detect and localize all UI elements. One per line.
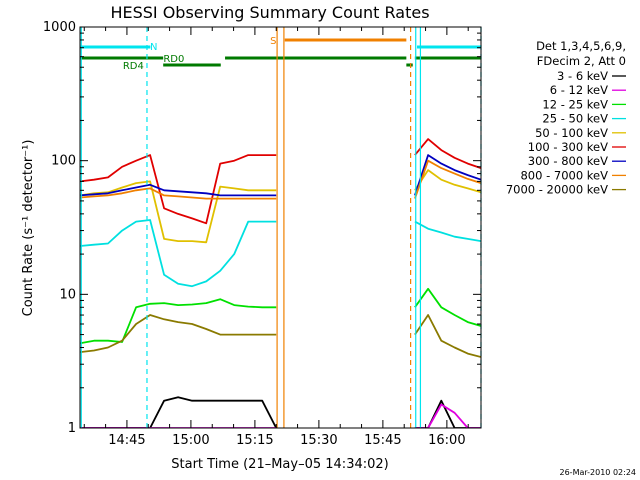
series-line-0-seg-0 [80, 396, 278, 428]
x-tick-label: 16:00 [428, 433, 465, 448]
annotation-layer: N S RD0 RD4 [80, 27, 482, 428]
x-tick-label: 15:00 [172, 433, 209, 448]
legend-label-6: 300 - 800 keV [528, 154, 608, 168]
rd0-label: RD0 [163, 54, 184, 65]
legend: Det 1,3,4,5,6,9, FDecim 2, Att 0 3 - 6 k… [506, 39, 626, 197]
x-axis-title: Start Time (21–May–05 14:34:02) [171, 457, 388, 472]
legend-label-5: 100 - 300 keV [528, 140, 608, 154]
legend-label-1: 6 - 12 keV [550, 83, 608, 97]
series-line-3-seg-1 [414, 220, 481, 242]
x-tick-label: 15:30 [300, 433, 337, 448]
legend-label-8: 7000 - 20000 keV [506, 183, 608, 197]
plot-frame [79, 26, 482, 429]
y-tick-label: 1 [68, 421, 76, 436]
series-line-7-seg-1 [414, 159, 481, 199]
legend-label-2: 12 - 25 keV [542, 97, 608, 111]
series-line-2-seg-0 [80, 298, 277, 345]
legend-header-line-2: FDecim 2, Att 0 [537, 54, 626, 68]
chart-title: HESSI Observing Summary Count Rates [110, 3, 429, 22]
series-line-7-seg-0 [80, 187, 277, 200]
s-label: S [270, 36, 276, 47]
x-tick-label: 14:45 [108, 433, 145, 448]
n-label: N [150, 42, 157, 53]
series-line-4-seg-1 [414, 169, 481, 194]
y-axis-title: Count Rate (s⁻¹ detector⁻¹) [21, 140, 36, 317]
series-line-3-seg-0 [80, 219, 277, 288]
legend-label-3: 25 - 50 keV [542, 112, 608, 126]
x-tick-label: 15:15 [236, 433, 273, 448]
series-line-5-seg-0 [80, 154, 277, 225]
x-tick-label: 15:45 [364, 433, 401, 448]
series-line-8-seg-0 [80, 314, 277, 353]
series-line-6-seg-1 [414, 154, 481, 196]
rd4-label: RD4 [123, 61, 144, 72]
legend-label-4: 50 - 100 keV [535, 126, 608, 140]
series-line-1-seg-1 [414, 403, 481, 428]
series-line-6-seg-0 [80, 183, 277, 197]
timestamp-footer: 26-Mar-2010 02:24 [560, 468, 637, 477]
y-tick-label: 100 [51, 154, 76, 169]
y-tick-label: 1000 [43, 20, 76, 35]
series-line-8-seg-1 [414, 314, 481, 358]
legend-header-line-1: Det 1,3,4,5,6,9, [536, 39, 626, 53]
plot-area [80, 138, 481, 428]
legend-label-7: 800 - 7000 keV [520, 168, 608, 182]
axes: 1 10 100 1000 14:45 15:00 15:15 15:30 15:45 16:00 [43, 20, 482, 448]
series-line-4-seg-0 [80, 180, 277, 244]
series-line-5-seg-1 [414, 138, 481, 169]
series-line-2-seg-1 [414, 287, 481, 327]
series-line-0-seg-1 [414, 399, 481, 428]
y-tick-label: 10 [59, 287, 76, 302]
legend-label-0: 3 - 6 keV [557, 69, 608, 83]
